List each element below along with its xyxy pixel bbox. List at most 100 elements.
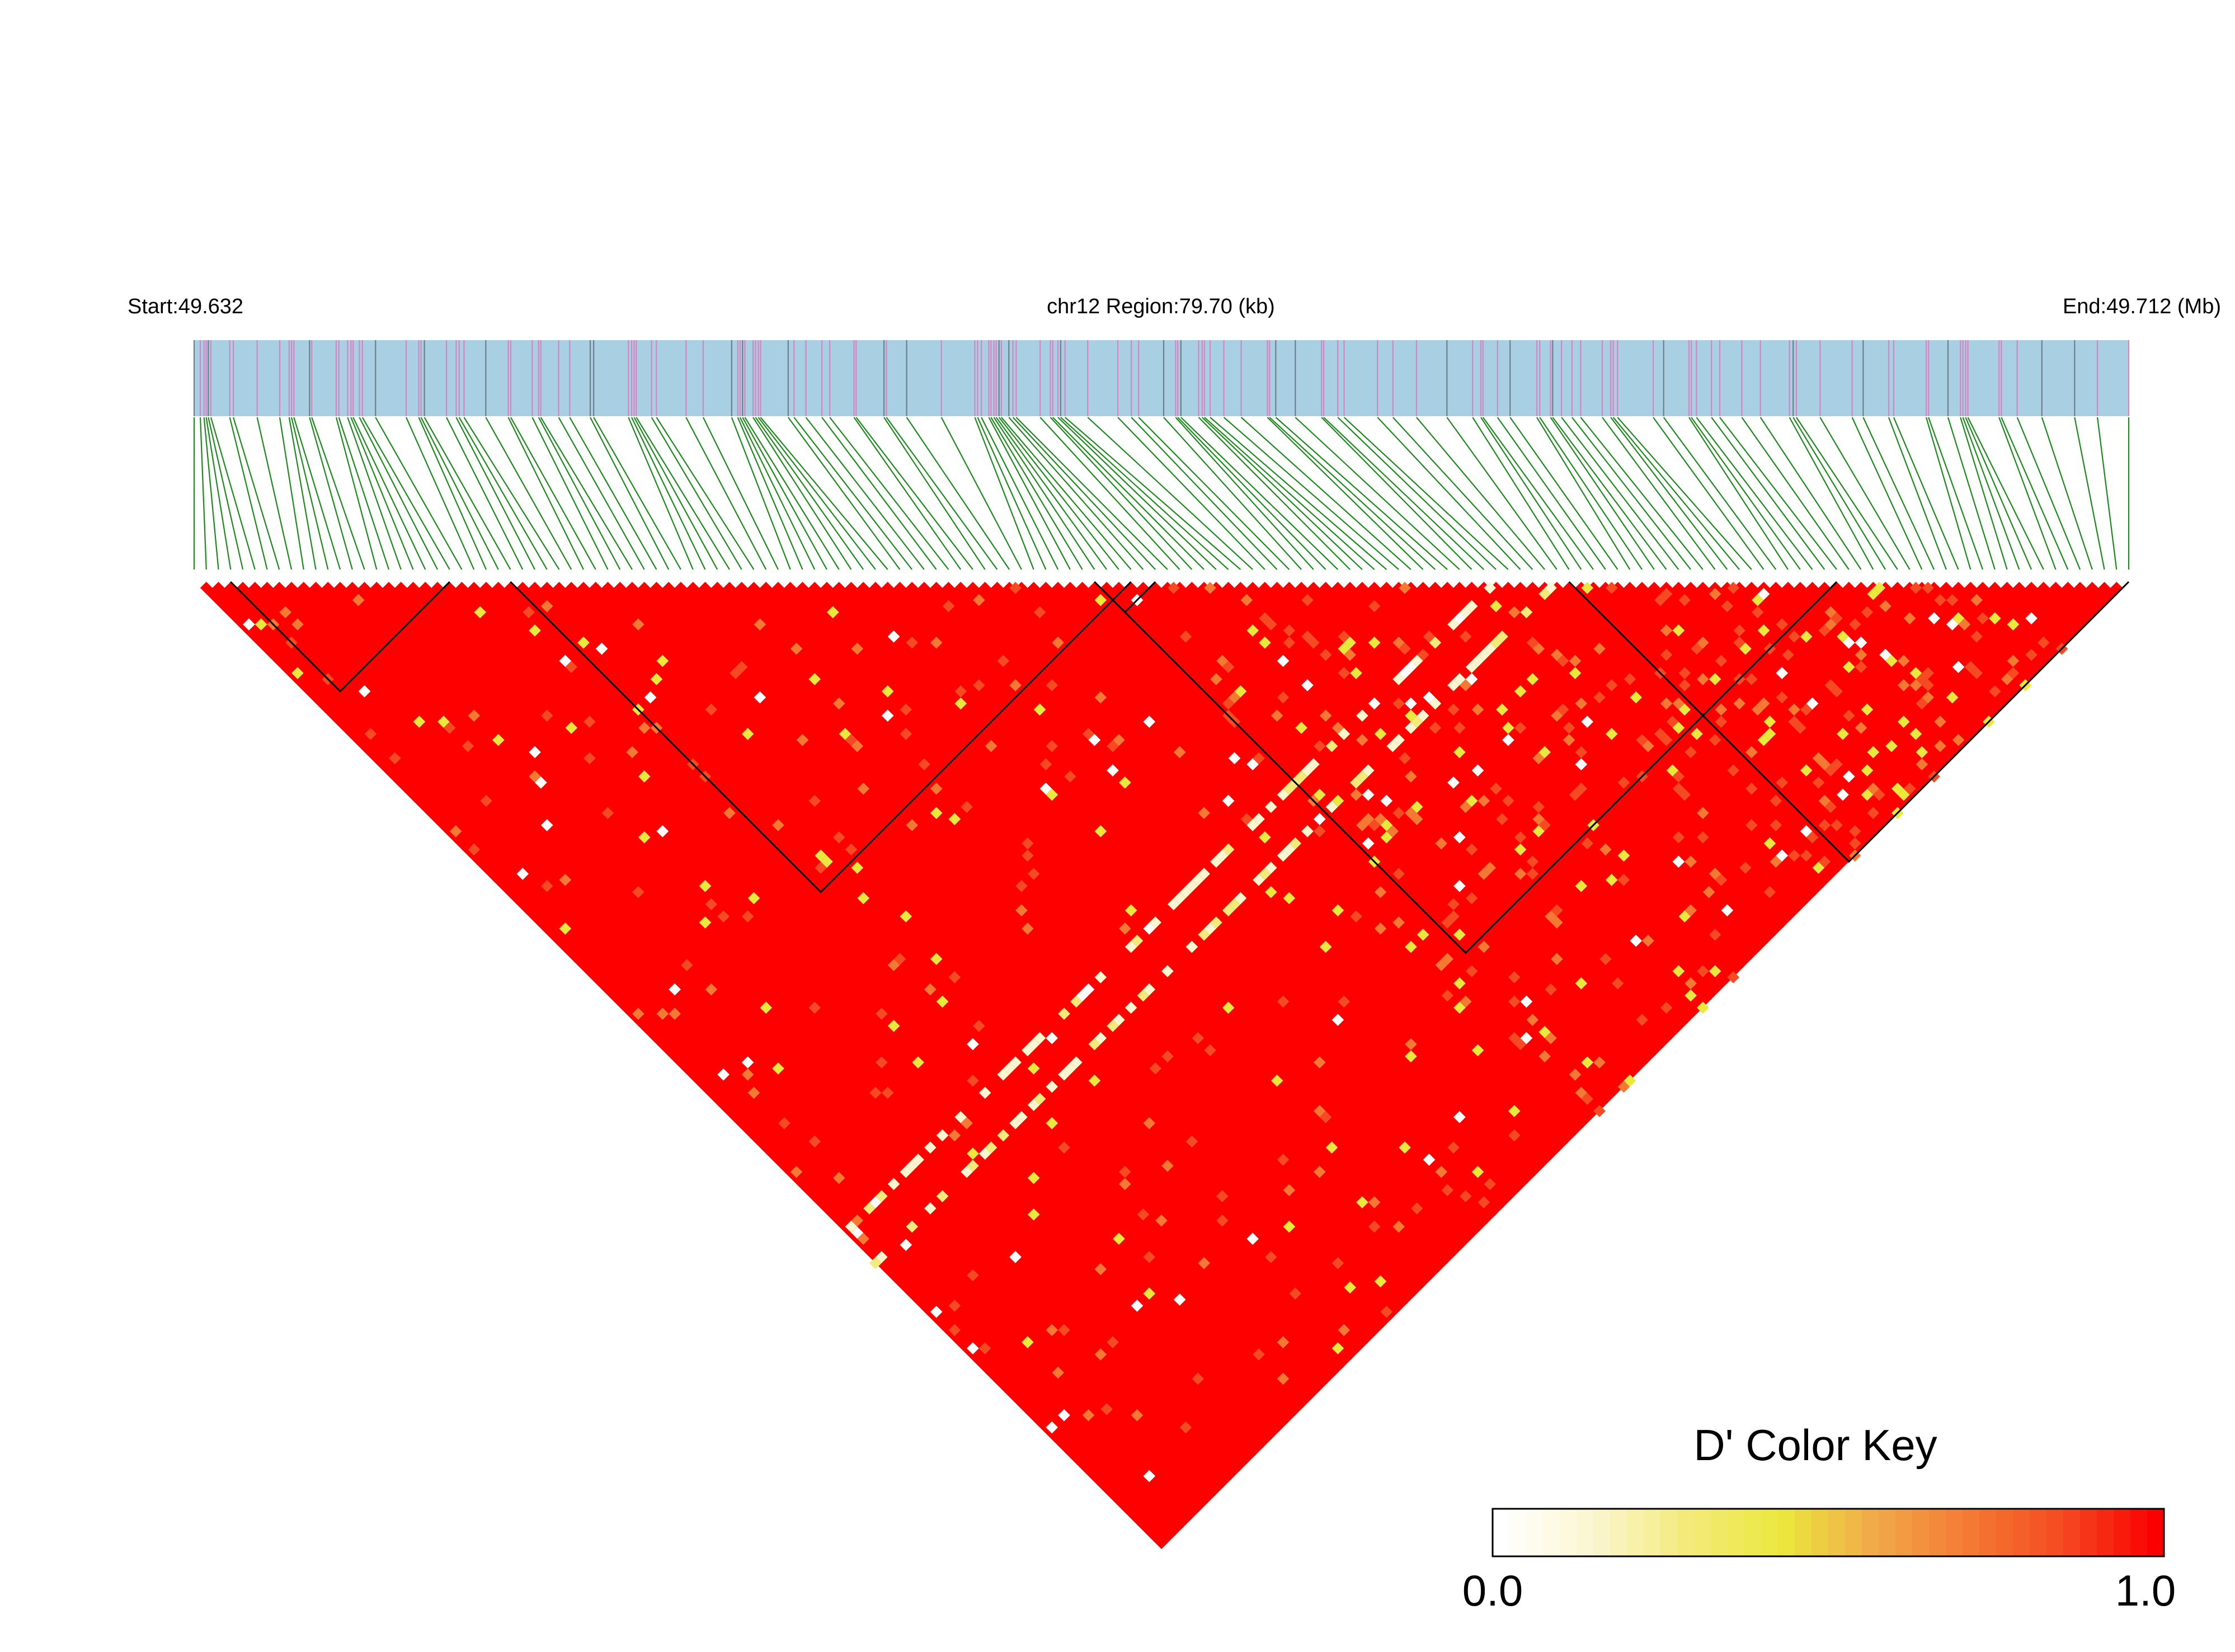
ld-low-band-cell xyxy=(869,1196,882,1209)
ld-cell xyxy=(900,910,912,923)
ld-cell xyxy=(1362,788,1375,801)
ld-cell xyxy=(559,922,572,935)
snp-connector xyxy=(1163,417,1302,570)
ld-cell xyxy=(1685,855,1697,868)
snp-connector xyxy=(540,417,633,570)
snp-connector xyxy=(1117,417,1265,570)
ld-cell xyxy=(1399,1141,1411,1154)
ld-cell xyxy=(1885,740,1898,752)
ld-cell xyxy=(413,716,426,728)
color-key-segment xyxy=(1929,1509,1946,1556)
ld-cell xyxy=(1362,813,1375,825)
snp-connector xyxy=(510,417,596,570)
ld-low-band-cell xyxy=(1350,776,1362,789)
ld-cell xyxy=(1733,636,1745,649)
ld-low-band-cell xyxy=(1538,587,1551,600)
ld-low-band-cell xyxy=(1471,655,1484,667)
ld-cell xyxy=(1897,679,1910,691)
snp-connector xyxy=(1888,417,1947,570)
snp-connector xyxy=(1015,417,1168,570)
snp-connector xyxy=(458,417,548,570)
snp-connector xyxy=(1060,417,1229,570)
ld-cell xyxy=(1581,1056,1594,1069)
ld-cell xyxy=(1508,971,1521,983)
snp-connector xyxy=(1509,417,1618,570)
ld-cell xyxy=(1508,995,1521,1008)
ld-cell xyxy=(1234,685,1247,698)
snp-connector xyxy=(406,417,475,570)
ld-cell xyxy=(1216,1190,1229,1203)
snp-connector xyxy=(538,417,621,570)
region-end-label: End:49.712 (Mb) xyxy=(2063,295,2221,318)
ld-cell xyxy=(462,740,474,752)
ld-cell xyxy=(1107,740,1119,752)
snp-connector xyxy=(1998,417,2057,570)
ld-cell xyxy=(1867,587,1880,600)
ld-cell xyxy=(1800,764,1813,776)
ld-cell xyxy=(1848,837,1861,850)
ld-cell xyxy=(1118,776,1131,789)
color-key-segment xyxy=(1694,1509,1711,1556)
ld-cell xyxy=(1837,727,1849,740)
ld-cell xyxy=(1563,733,1575,746)
ld-low-band-cell xyxy=(1246,819,1259,831)
ld-cell xyxy=(857,782,870,795)
ld-cell xyxy=(875,1008,888,1020)
ld-cell xyxy=(1916,758,1928,771)
ld-cell xyxy=(601,807,614,820)
ld-cell xyxy=(1392,697,1405,710)
ld-cell xyxy=(1538,1025,1551,1038)
snp-connector xyxy=(1539,417,1643,570)
ld-cell xyxy=(1593,691,1606,704)
snp-connector xyxy=(233,417,280,570)
ld-low-band-cell xyxy=(1404,661,1417,674)
color-key-segment xyxy=(1744,1509,1762,1556)
ld-cell xyxy=(1514,685,1527,698)
ld-cell xyxy=(1575,758,1588,771)
ld-cell xyxy=(1356,733,1368,746)
ld-cell xyxy=(1763,727,1776,740)
snp-connector xyxy=(1691,417,1801,570)
snp-connector xyxy=(1223,417,1399,570)
ld-cell xyxy=(1441,1184,1453,1197)
ld-cell xyxy=(1630,934,1643,947)
ld-cell xyxy=(1009,582,1022,594)
snp-connector xyxy=(1893,417,1959,570)
snp-connector xyxy=(1792,417,1886,570)
color-key-segment xyxy=(1593,1509,1611,1556)
snp-connector xyxy=(1131,417,1278,570)
ld-cell xyxy=(1502,733,1514,746)
ld-low-band-cell xyxy=(1368,697,1381,710)
ld-cell xyxy=(1660,587,1673,600)
ld-cell xyxy=(918,758,930,771)
ld-cell xyxy=(1916,746,1928,759)
ld-cell xyxy=(1575,977,1588,990)
ld-cell xyxy=(1727,764,1740,776)
ld-cell xyxy=(1331,904,1344,917)
ld-cell xyxy=(1161,1050,1174,1063)
ld-cell xyxy=(1715,703,1728,716)
snp-connector xyxy=(1240,417,1411,570)
snp-connector xyxy=(1008,417,1144,570)
ld-cell xyxy=(1654,594,1667,606)
snp-connector xyxy=(1337,417,1497,570)
ld-cell xyxy=(1514,868,1527,880)
ld-cell xyxy=(1916,697,1928,710)
snp-connector xyxy=(361,417,450,570)
ld-low-band-cell xyxy=(1465,600,1478,613)
ld-cell xyxy=(1216,655,1229,667)
ld-cell xyxy=(1861,606,1874,619)
ld-cell xyxy=(1046,788,1058,801)
snp-connector xyxy=(1960,417,2008,570)
ld-cell xyxy=(1453,1111,1466,1123)
ld-cell xyxy=(1964,661,1977,674)
ld-low-band-cell xyxy=(1234,892,1247,905)
ld-cell xyxy=(1569,655,1582,667)
ld-cell xyxy=(1599,843,1612,856)
ld-low-band-cell xyxy=(1210,855,1222,868)
ld-cell xyxy=(1988,685,2001,698)
color-key-segment xyxy=(1677,1509,1695,1556)
ld-cell xyxy=(967,1269,979,1282)
ld-cell xyxy=(1143,1287,1156,1300)
ld-cell xyxy=(1934,716,1946,728)
